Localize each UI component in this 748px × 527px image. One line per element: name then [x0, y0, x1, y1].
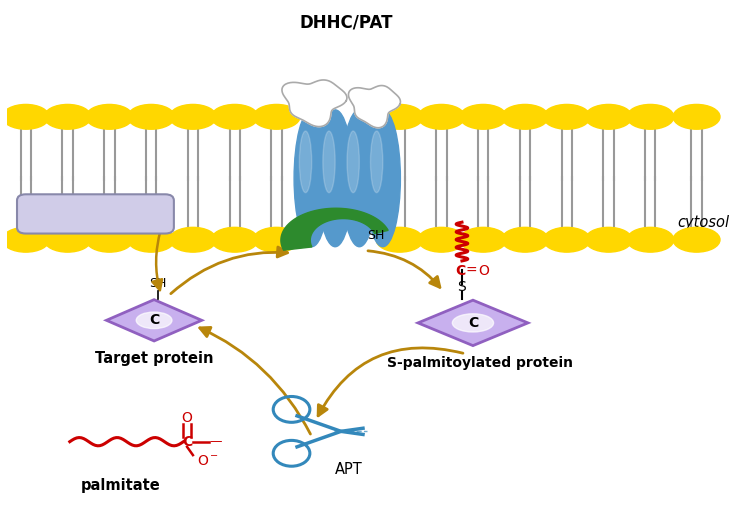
FancyArrowPatch shape — [200, 327, 310, 434]
Text: C: C — [182, 435, 192, 448]
Ellipse shape — [460, 104, 506, 129]
Ellipse shape — [136, 312, 172, 328]
Text: C: C — [149, 314, 159, 327]
Ellipse shape — [44, 104, 91, 129]
Ellipse shape — [128, 227, 174, 252]
Polygon shape — [349, 85, 400, 128]
Ellipse shape — [418, 104, 465, 129]
Ellipse shape — [585, 227, 632, 252]
Text: O$^-$: O$^-$ — [197, 454, 218, 469]
Ellipse shape — [460, 227, 506, 252]
Polygon shape — [106, 300, 202, 341]
FancyArrowPatch shape — [318, 348, 463, 416]
Ellipse shape — [128, 104, 174, 129]
FancyArrowPatch shape — [153, 230, 162, 290]
Ellipse shape — [502, 104, 548, 129]
Ellipse shape — [170, 227, 216, 252]
Ellipse shape — [2, 104, 49, 129]
Text: =: = — [466, 264, 477, 278]
Ellipse shape — [627, 227, 674, 252]
Polygon shape — [418, 300, 528, 346]
FancyBboxPatch shape — [17, 194, 174, 233]
Ellipse shape — [44, 227, 91, 252]
Ellipse shape — [673, 104, 720, 129]
Ellipse shape — [86, 104, 133, 129]
Text: S: S — [458, 280, 466, 294]
Text: O: O — [479, 264, 489, 278]
Text: Target protein: Target protein — [95, 352, 213, 366]
Ellipse shape — [211, 104, 258, 129]
Text: —: — — [209, 435, 221, 448]
Ellipse shape — [253, 104, 300, 129]
Ellipse shape — [673, 227, 720, 252]
Ellipse shape — [502, 227, 548, 252]
Ellipse shape — [170, 104, 216, 129]
Ellipse shape — [2, 227, 49, 252]
Ellipse shape — [342, 110, 377, 247]
Ellipse shape — [323, 131, 335, 193]
Ellipse shape — [299, 131, 312, 193]
Text: cytosol: cytosol — [678, 214, 729, 230]
Ellipse shape — [453, 314, 494, 332]
FancyArrowPatch shape — [171, 247, 287, 294]
Text: SH: SH — [149, 277, 167, 290]
Ellipse shape — [543, 104, 590, 129]
Ellipse shape — [253, 227, 300, 252]
Ellipse shape — [211, 227, 258, 252]
Ellipse shape — [365, 110, 400, 247]
Ellipse shape — [585, 104, 632, 129]
Text: C: C — [456, 264, 465, 278]
Text: APT: APT — [334, 462, 362, 477]
Text: SH: SH — [367, 229, 384, 241]
Text: palmitoyl-CoA: palmitoyl-CoA — [49, 207, 142, 220]
Polygon shape — [282, 80, 347, 126]
Ellipse shape — [370, 131, 383, 193]
Ellipse shape — [376, 104, 423, 129]
Ellipse shape — [347, 131, 359, 193]
Text: DHHC/PAT: DHHC/PAT — [299, 13, 393, 31]
Text: S-palmitoylated protein: S-palmitoylated protein — [387, 356, 573, 370]
Text: O: O — [182, 412, 192, 425]
Ellipse shape — [376, 227, 423, 252]
Text: C: C — [468, 316, 478, 330]
Ellipse shape — [543, 227, 590, 252]
Ellipse shape — [627, 104, 674, 129]
Ellipse shape — [318, 110, 353, 247]
Ellipse shape — [418, 227, 465, 252]
Text: palmitate: palmitate — [82, 478, 161, 493]
Ellipse shape — [86, 227, 133, 252]
FancyArrowPatch shape — [368, 251, 440, 287]
Ellipse shape — [294, 110, 329, 247]
Polygon shape — [281, 208, 388, 250]
